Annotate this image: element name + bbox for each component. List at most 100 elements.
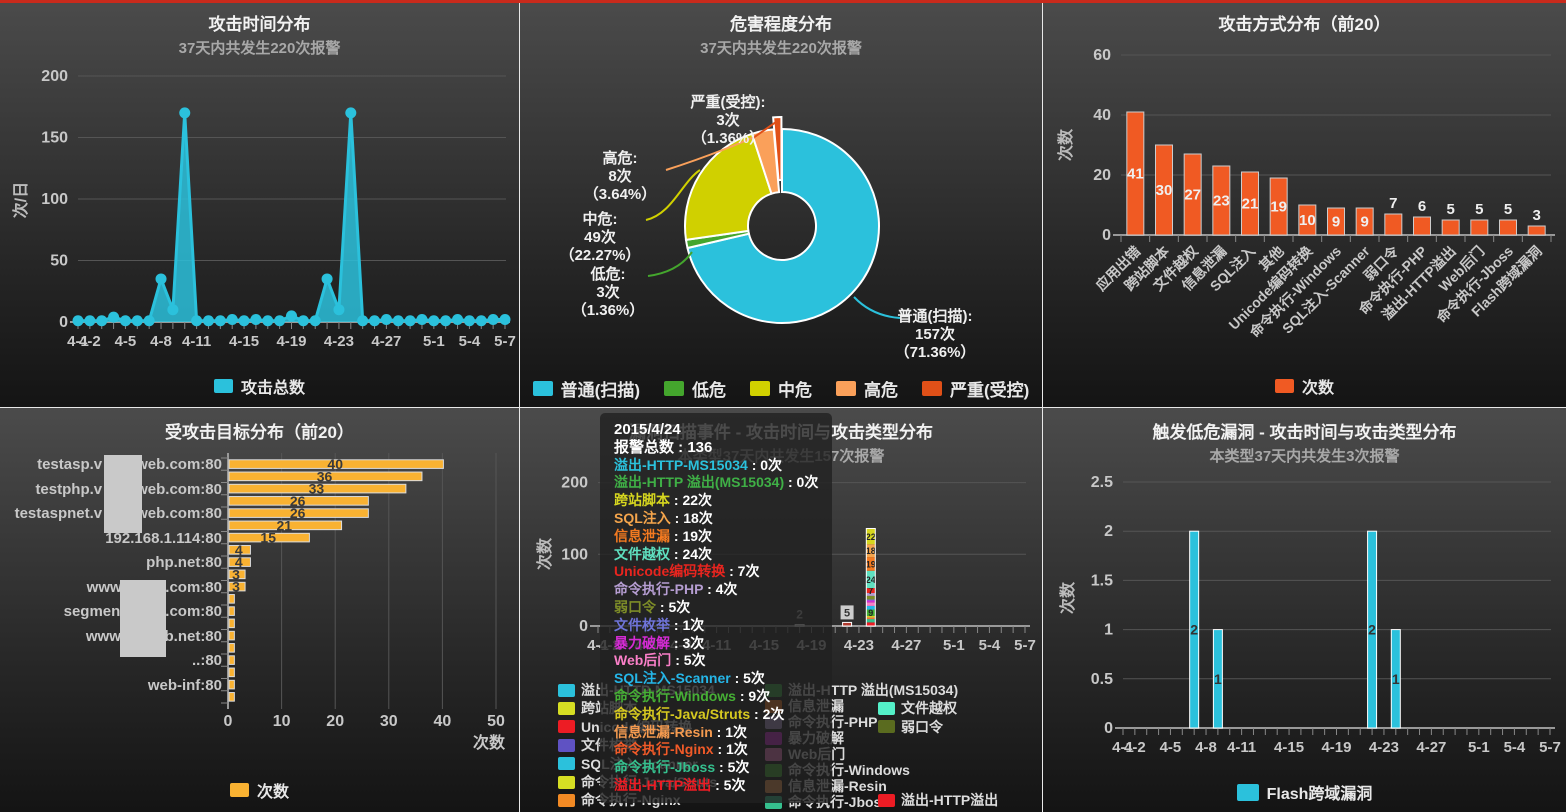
bar[interactable] bbox=[1212, 629, 1223, 729]
data-point[interactable] bbox=[274, 315, 286, 327]
data-point[interactable] bbox=[238, 315, 250, 327]
bar[interactable] bbox=[228, 667, 235, 678]
data-point[interactable] bbox=[321, 273, 333, 285]
pie-slice[interactable] bbox=[684, 132, 773, 241]
bar[interactable] bbox=[1470, 219, 1489, 236]
bar[interactable] bbox=[1183, 153, 1202, 236]
bar[interactable] bbox=[228, 594, 235, 604]
data-point[interactable] bbox=[131, 315, 143, 327]
data-point[interactable] bbox=[487, 314, 499, 326]
bar[interactable] bbox=[228, 581, 246, 592]
bar[interactable] bbox=[228, 692, 235, 702]
data-point[interactable] bbox=[250, 314, 262, 326]
data-point[interactable] bbox=[191, 315, 203, 327]
stack-segment[interactable] bbox=[866, 602, 876, 606]
data-point[interactable] bbox=[167, 304, 179, 316]
data-point[interactable] bbox=[202, 315, 214, 327]
stack-segment[interactable] bbox=[866, 544, 876, 558]
bar[interactable] bbox=[228, 606, 235, 616]
bar[interactable] bbox=[228, 483, 407, 494]
legend-item[interactable]: 溢出-HTTP溢出 bbox=[878, 790, 998, 810]
stack-segment[interactable] bbox=[866, 528, 876, 545]
legend-item[interactable]: 次数 bbox=[1274, 374, 1334, 398]
bar[interactable] bbox=[1527, 225, 1546, 236]
legend-item[interactable]: Flash跨域漏洞 bbox=[1236, 780, 1372, 804]
bar[interactable] bbox=[1298, 204, 1317, 236]
legend-item[interactable]: 文件越权 bbox=[878, 698, 957, 718]
bar[interactable] bbox=[1355, 207, 1374, 236]
data-point[interactable] bbox=[96, 315, 108, 327]
bar[interactable] bbox=[1126, 111, 1145, 236]
stack-segment[interactable] bbox=[866, 570, 876, 588]
bar[interactable] bbox=[1413, 216, 1431, 236]
data-point[interactable] bbox=[262, 315, 274, 327]
stack-segment[interactable] bbox=[866, 600, 876, 603]
bar[interactable] bbox=[1499, 219, 1517, 236]
data-point[interactable] bbox=[428, 315, 440, 327]
bar[interactable] bbox=[1189, 530, 1200, 729]
stack-segment[interactable] bbox=[866, 618, 876, 623]
pie-slice[interactable] bbox=[750, 128, 781, 195]
bar[interactable] bbox=[1441, 219, 1460, 236]
bar[interactable] bbox=[228, 520, 343, 531]
data-point[interactable] bbox=[108, 311, 120, 323]
bar[interactable] bbox=[1241, 171, 1259, 236]
legend-item[interactable]: 攻击总数 bbox=[213, 374, 305, 398]
bar[interactable] bbox=[228, 496, 369, 506]
bar[interactable] bbox=[228, 532, 310, 543]
data-point[interactable] bbox=[143, 315, 155, 327]
data-point[interactable] bbox=[179, 107, 191, 119]
legend-item[interactable]: 低危 bbox=[664, 376, 726, 401]
bar[interactable] bbox=[228, 471, 423, 482]
pie-slice[interactable] bbox=[772, 116, 783, 182]
bar[interactable] bbox=[228, 569, 246, 580]
bar[interactable] bbox=[1390, 629, 1401, 729]
bar[interactable] bbox=[228, 459, 444, 469]
stack-segment[interactable] bbox=[866, 618, 876, 620]
legend-item[interactable]: 弱口令 bbox=[878, 717, 943, 737]
data-point[interactable] bbox=[416, 314, 428, 326]
legend-item[interactable]: 高危 bbox=[836, 376, 898, 401]
data-point[interactable] bbox=[380, 314, 392, 326]
bar[interactable] bbox=[1367, 530, 1378, 729]
data-point[interactable] bbox=[369, 315, 381, 327]
bar[interactable] bbox=[228, 508, 369, 518]
bar[interactable] bbox=[228, 655, 235, 665]
data-point[interactable] bbox=[119, 315, 131, 327]
pie-slice[interactable] bbox=[686, 127, 880, 324]
data-point[interactable] bbox=[440, 315, 452, 327]
legend-item[interactable]: 次数 bbox=[229, 778, 289, 802]
data-point[interactable] bbox=[214, 315, 226, 327]
stack-segment[interactable] bbox=[866, 587, 876, 594]
legend-item[interactable]: 严重(受控) bbox=[922, 376, 1029, 401]
stack-segment[interactable] bbox=[866, 605, 876, 610]
data-point[interactable] bbox=[226, 314, 238, 326]
stack-segment[interactable] bbox=[842, 622, 852, 626]
data-point[interactable] bbox=[309, 315, 321, 327]
stack-segment[interactable] bbox=[866, 599, 876, 601]
legend-item[interactable]: 中危 bbox=[750, 376, 812, 401]
data-point[interactable] bbox=[452, 314, 464, 326]
data-point[interactable] bbox=[345, 107, 357, 119]
bar[interactable] bbox=[228, 557, 251, 567]
stack-segment[interactable] bbox=[866, 617, 876, 619]
bar[interactable] bbox=[1155, 144, 1173, 236]
stack-segment[interactable] bbox=[866, 593, 876, 596]
data-point[interactable] bbox=[333, 304, 345, 316]
stack-segment[interactable] bbox=[866, 609, 876, 616]
data-point[interactable] bbox=[155, 273, 167, 285]
data-point[interactable] bbox=[72, 315, 84, 327]
stack-segment[interactable] bbox=[866, 615, 876, 618]
stack-segment[interactable] bbox=[866, 622, 876, 626]
bar[interactable] bbox=[228, 545, 251, 555]
data-point[interactable] bbox=[499, 314, 511, 326]
data-point[interactable] bbox=[475, 315, 487, 327]
stack-segment[interactable] bbox=[866, 595, 876, 600]
legend-item[interactable]: 普通(扫描) bbox=[532, 376, 640, 401]
data-point[interactable] bbox=[357, 315, 369, 327]
bar[interactable] bbox=[1212, 165, 1231, 236]
data-point[interactable] bbox=[392, 315, 404, 327]
data-point[interactable] bbox=[463, 315, 475, 327]
data-point[interactable] bbox=[285, 310, 297, 322]
bar[interactable] bbox=[1384, 213, 1403, 236]
